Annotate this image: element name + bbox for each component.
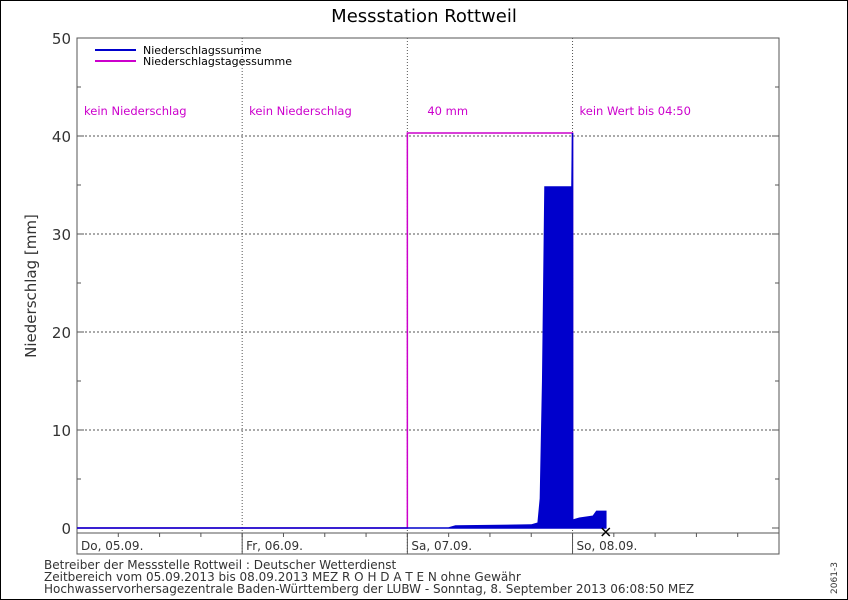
x-day-label: Fr, 06.09.	[246, 539, 303, 553]
y-tick-label: 40	[52, 128, 71, 146]
station-code: 2061-3	[830, 562, 840, 594]
y-tick-label: 50	[52, 30, 71, 48]
day-annotation: 40 mm	[427, 104, 468, 118]
current-value-marker	[601, 527, 611, 537]
day-annotation: kein Niederschlag	[84, 104, 187, 118]
x-day-label: So, 08.09.	[577, 539, 638, 553]
y-tick-label: 0	[61, 520, 71, 538]
footer-range: Zeitbereich vom 05.09.2013 bis 08.09.201…	[44, 570, 521, 584]
x-day-label: Sa, 07.09.	[411, 539, 472, 553]
x-day-label: Do, 05.09.	[81, 539, 143, 553]
footer-source: Hochwasservorhersagezentrale Baden-Württ…	[44, 582, 695, 596]
legend-label: Niederschlagstagessumme	[143, 55, 292, 68]
chart-title: Messstation Rottweil	[331, 6, 517, 27]
day-annotation: kein Niederschlag	[249, 104, 352, 118]
footer-operator: Betreiber der Messstelle Rottweil : Deut…	[44, 558, 397, 572]
y-tick-label: 20	[52, 324, 71, 342]
series-daily-sum-line	[77, 132, 574, 529]
plot-frame	[76, 37, 780, 555]
day-annotation: kein Wert bis 04:50	[580, 104, 691, 118]
series-precip-sum-area	[77, 133, 607, 529]
y-tick-label: 10	[52, 422, 71, 440]
y-tick-label: 30	[52, 226, 71, 244]
legend-label: Niederschlagssumme	[143, 44, 262, 57]
